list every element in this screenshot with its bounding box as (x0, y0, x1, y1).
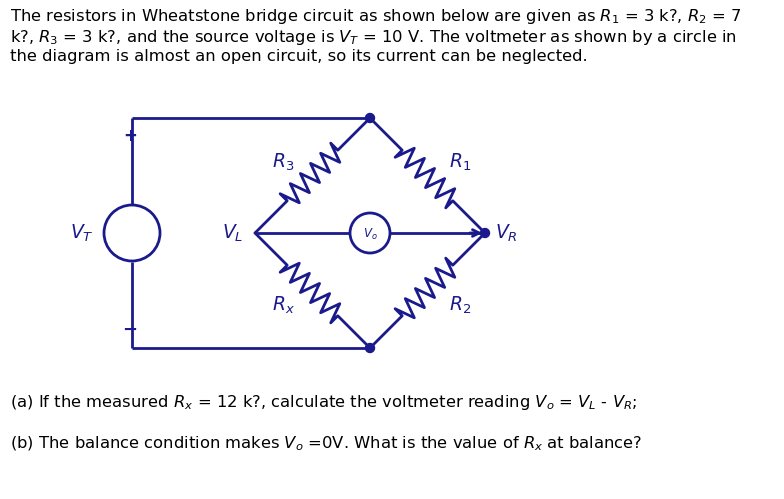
Text: $R_x$: $R_x$ (271, 294, 295, 316)
Text: $R_2$: $R_2$ (449, 294, 471, 316)
Text: k?, $R_3$ = 3 k?, and the source voltage is $V_T$ = 10 V. The voltmeter as shown: k?, $R_3$ = 3 k?, and the source voltage… (10, 28, 737, 47)
Text: +: + (123, 127, 137, 145)
Circle shape (365, 343, 375, 352)
Text: −: − (122, 321, 137, 339)
Text: $R_1$: $R_1$ (449, 151, 471, 173)
Text: the diagram is almost an open circuit, so its current can be neglected.: the diagram is almost an open circuit, s… (10, 49, 588, 64)
Text: (b) The balance condition makes $V_o$ =0V. What is the value of $R_x$ at balance: (b) The balance condition makes $V_o$ =0… (10, 435, 642, 454)
Circle shape (481, 229, 489, 238)
Circle shape (365, 113, 375, 122)
Text: (a) If the measured $R_x$ = 12 k?, calculate the voltmeter reading $V_o$ = $V_L$: (a) If the measured $R_x$ = 12 k?, calcu… (10, 393, 637, 412)
Text: $V_o$: $V_o$ (363, 227, 377, 242)
Text: $V_T$: $V_T$ (71, 223, 94, 244)
Text: The resistors in Wheatstone bridge circuit as shown below are given as $R_1$ = 3: The resistors in Wheatstone bridge circu… (10, 7, 742, 26)
Text: $V_R$: $V_R$ (495, 223, 517, 244)
Text: $V_L$: $V_L$ (222, 223, 243, 244)
Text: $R_3$: $R_3$ (272, 151, 294, 173)
